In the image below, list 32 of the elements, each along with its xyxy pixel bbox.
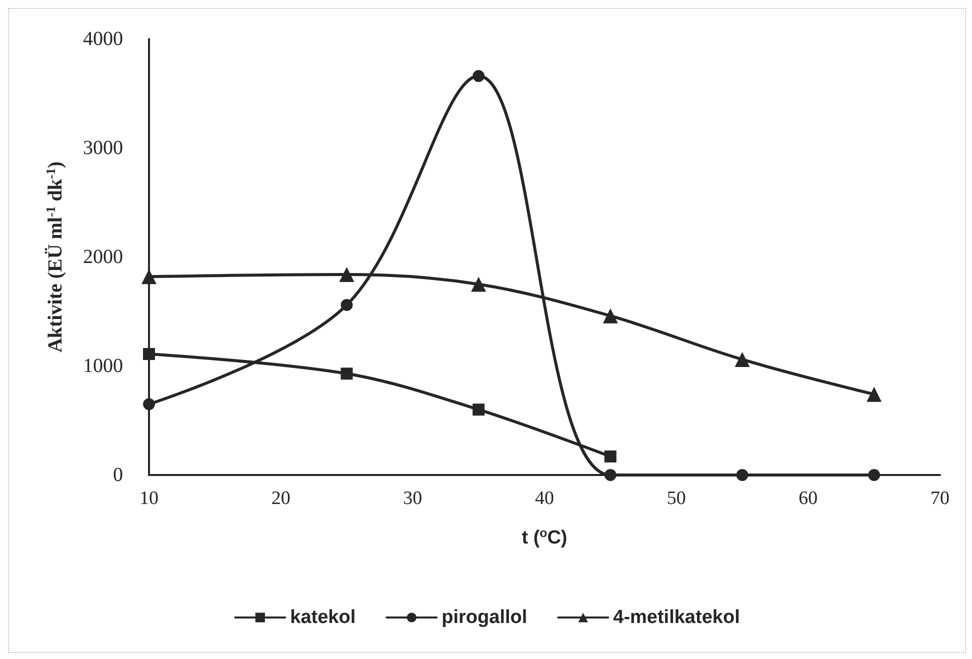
point xyxy=(604,450,616,462)
y-tick-label: 3000 xyxy=(83,137,123,159)
point xyxy=(734,352,750,367)
point xyxy=(143,348,155,360)
legend-label: 4-metilkatekol xyxy=(613,607,740,628)
point xyxy=(604,469,616,481)
x-tick-label: 30 xyxy=(403,488,422,509)
point xyxy=(471,276,486,292)
point xyxy=(143,398,155,410)
x-tick-label: 70 xyxy=(930,488,950,509)
y-axis-title: Aktivite (EÜ ml-1 dk-1) xyxy=(43,161,66,353)
point xyxy=(866,386,882,402)
y-tick-label: 1000 xyxy=(83,355,123,377)
point xyxy=(340,368,353,380)
point xyxy=(602,308,618,324)
legend-label: pirogallol xyxy=(442,607,528,628)
point xyxy=(339,266,354,282)
x-tick-label: 40 xyxy=(535,488,554,509)
point xyxy=(472,404,485,416)
x-tick-label: 50 xyxy=(666,488,686,509)
x-tick-label: 60 xyxy=(798,488,818,509)
point xyxy=(472,70,485,82)
y-tick-label: 4000 xyxy=(83,28,123,50)
point xyxy=(340,298,353,311)
x-tick-label: 20 xyxy=(271,488,290,509)
point xyxy=(736,469,748,481)
point xyxy=(142,269,156,284)
x-tick-label: 10 xyxy=(140,488,158,509)
point xyxy=(868,469,880,481)
y-tick-label: 0 xyxy=(113,464,123,486)
legend-label: katekol xyxy=(290,607,356,628)
y-tick-label: 2000 xyxy=(83,246,123,268)
